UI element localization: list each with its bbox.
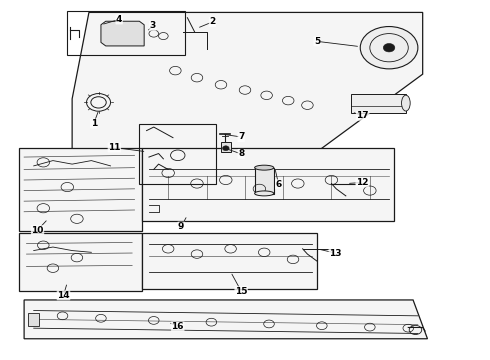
Ellipse shape [255, 165, 274, 170]
Circle shape [360, 27, 418, 69]
Text: 12: 12 [356, 178, 368, 187]
Bar [28, 312, 39, 326]
Text: 10: 10 [31, 226, 44, 235]
Polygon shape [19, 148, 142, 231]
Text: 15: 15 [235, 287, 247, 296]
Text: 5: 5 [314, 37, 320, 46]
Bar [351, 94, 406, 113]
Text: 1: 1 [91, 119, 97, 128]
Bar [221, 142, 231, 153]
Text: 2: 2 [209, 17, 216, 26]
Text: 6: 6 [275, 180, 282, 189]
Circle shape [383, 44, 395, 52]
Text: 16: 16 [172, 322, 184, 331]
Polygon shape [72, 12, 423, 162]
Text: 13: 13 [329, 248, 342, 257]
Text: 9: 9 [178, 222, 184, 231]
Polygon shape [24, 300, 427, 339]
Text: 8: 8 [238, 149, 245, 158]
Text: 4: 4 [116, 15, 122, 24]
Polygon shape [19, 233, 142, 291]
Text: 17: 17 [356, 111, 369, 120]
Ellipse shape [255, 191, 274, 196]
Circle shape [222, 146, 229, 151]
Ellipse shape [401, 95, 410, 111]
Bar [255, 168, 274, 194]
Text: 11: 11 [108, 143, 121, 152]
Text: 3: 3 [149, 21, 156, 30]
Text: 14: 14 [57, 291, 70, 300]
Polygon shape [142, 148, 394, 221]
Polygon shape [142, 233, 317, 289]
Text: 7: 7 [238, 132, 245, 141]
Polygon shape [101, 21, 144, 46]
